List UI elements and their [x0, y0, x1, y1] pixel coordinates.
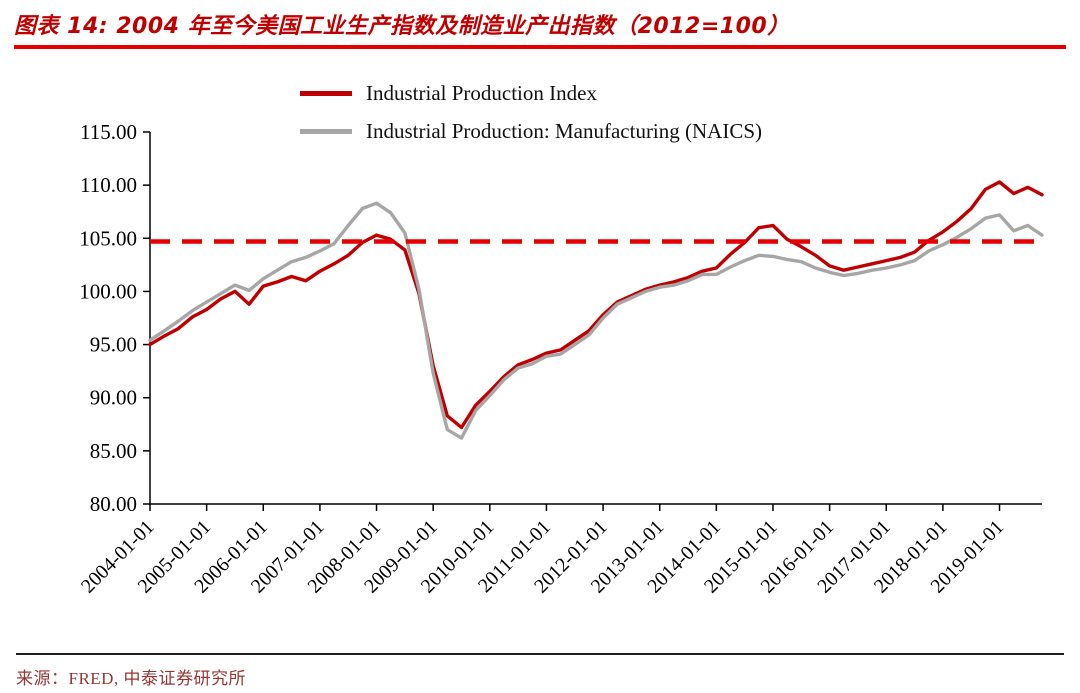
chart-svg: 80.00 85.00 90.00 95.00 100.00 105.00 110.00 11…: [77, 120, 1044, 598]
y-tick-label: 105.00: [79, 226, 137, 250]
y-tick-label: 110.00: [80, 173, 137, 197]
legend-item-industrial-production: Industrial Production Index: [300, 81, 762, 106]
legend-label: Industrial Production Index: [366, 81, 597, 105]
chart-container: 80.00 85.00 90.00 95.00 100.00 105.00 110.00 11…: [0, 49, 1080, 649]
y-tick-label: 115.00: [80, 120, 137, 144]
legend-item-manufacturing: Industrial Production: Manufacturing (NA…: [300, 119, 762, 144]
chart-legend: Industrial Production Index Industrial P…: [300, 81, 762, 144]
legend-swatch-red-line: [300, 91, 352, 96]
y-tick-label: 85.00: [90, 439, 137, 463]
figure-title: 图表 14: 2004 年至今美国工业生产指数及制造业产出指数（2012=100…: [14, 14, 790, 39]
series-line-industrial-production-index: [148, 180, 1044, 430]
y-tick-label: 90.00: [90, 386, 137, 410]
title-underline: [14, 45, 1066, 49]
y-tick-label: 95.00: [90, 333, 137, 357]
legend-label: Industrial Production: Manufacturing (NA…: [366, 119, 763, 143]
source-text: 来源：FRED, 中泰证券研究所: [16, 669, 246, 688]
y-tick-label: 100.00: [79, 279, 137, 303]
legend-swatch-gray-line: [300, 129, 352, 134]
series-line-industrial-production-manufacturing-naics: [148, 201, 1044, 440]
y-tick-label: 80.00: [90, 492, 137, 516]
figure-header: 图表 14: 2004 年至今美国工业生产指数及制造业产出指数（2012=100…: [0, 0, 1080, 49]
figure-footer: 来源：FRED, 中泰证券研究所: [16, 653, 1064, 689]
